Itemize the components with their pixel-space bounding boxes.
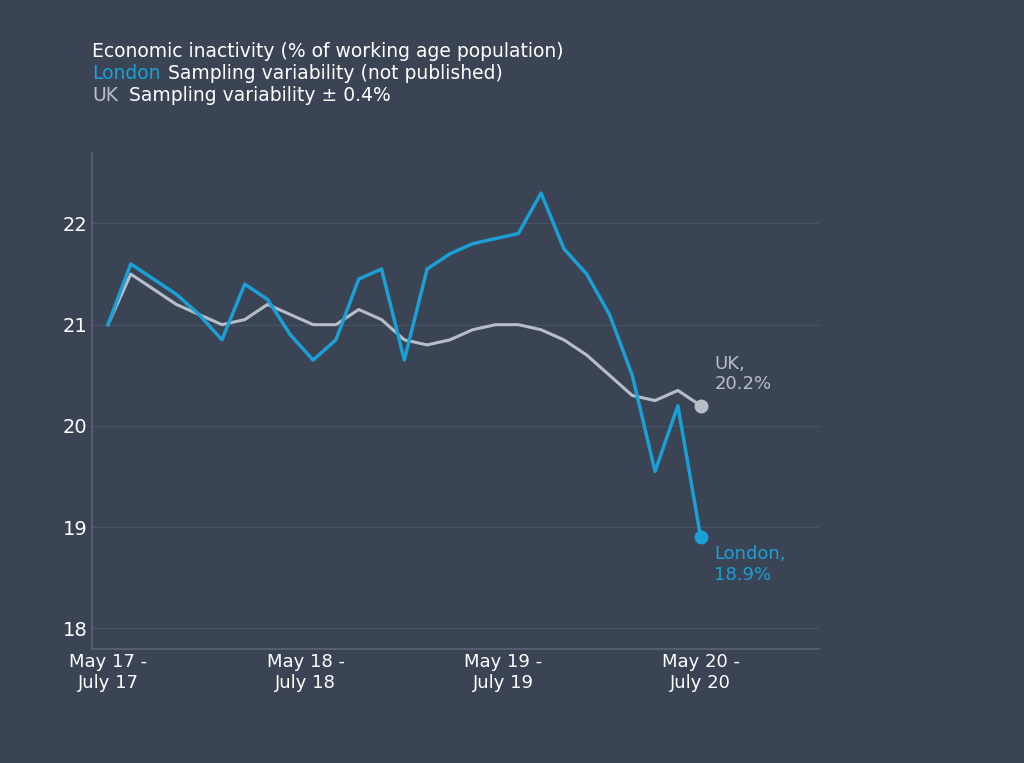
Text: Sampling variability ± 0.4%: Sampling variability ± 0.4% [123, 86, 390, 105]
Text: London,
18.9%: London, 18.9% [715, 546, 786, 584]
Text: Economic inactivity (% of working age population): Economic inactivity (% of working age po… [92, 42, 563, 61]
Text: Sampling variability (not published): Sampling variability (not published) [162, 64, 503, 83]
Text: UK: UK [92, 86, 118, 105]
Text: London: London [92, 64, 161, 83]
Text: UK,
20.2%: UK, 20.2% [715, 355, 772, 394]
